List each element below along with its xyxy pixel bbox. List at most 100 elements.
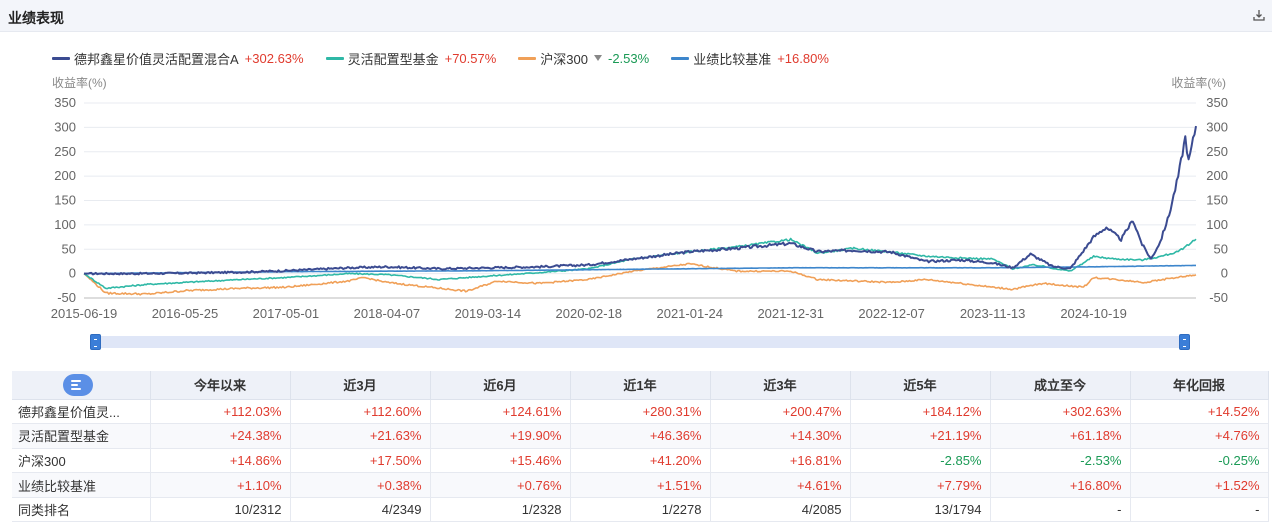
legend-swatch [671, 56, 690, 60]
column-header[interactable]: 今年以来 [150, 371, 291, 400]
dropdown-caret-icon[interactable] [594, 55, 602, 61]
table-cell: +4.61% [710, 472, 851, 498]
section-header: 业绩表现 [0, 0, 1272, 32]
date-range-slider[interactable] [90, 334, 1190, 350]
table-cell: +1.51% [570, 472, 711, 498]
legend-name: 业绩比较基准 [693, 51, 772, 67]
x-tick-label: 2019-03-14 [455, 306, 522, 321]
slider-handle-start[interactable] [90, 334, 101, 350]
y-tick-label-right: 150 [1206, 193, 1228, 208]
y-tick-label-left: 250 [54, 144, 76, 159]
table-row: 沪深300 +14.86% +17.50% +15.46% +41.20% +16.81%… [12, 448, 1269, 474]
legend-value: +302.63% [244, 50, 304, 66]
table-cell: +112.60% [290, 399, 431, 425]
table-cell: -0.25% [1130, 448, 1269, 474]
legend-swatch [52, 56, 70, 60]
table-cell: +41.20% [570, 448, 711, 474]
table-cell: +124.61% [430, 399, 571, 425]
table-cell: -2.53% [990, 448, 1131, 474]
section-title: 业绩表现 [8, 10, 64, 26]
y-tick-label-right: 50 [1214, 241, 1228, 256]
legend-value: -2.53% [608, 50, 650, 66]
table-cell: +0.76% [430, 472, 571, 498]
table-cell: 1/2328 [430, 497, 571, 523]
legend-item[interactable]: 灵活配置型基金 +70.57% [325, 49, 497, 68]
table-cell: +302.63% [990, 399, 1131, 425]
series-line [83, 237, 1197, 290]
y-tick-label-left: 0 [69, 266, 76, 281]
table-cell: +1.52% [1130, 472, 1269, 498]
y-axis-label-left: 收益率(%) [52, 76, 107, 90]
table-cell: +15.46% [430, 448, 571, 474]
table-row: 德邦鑫星价值灵... +112.03% +112.60% +124.61% +280.3… [12, 399, 1269, 425]
x-tick-label: 2018-04-07 [354, 306, 421, 321]
table-cell: +184.12% [850, 399, 991, 425]
legend-item[interactable]: 沪深300 -2.53% [518, 49, 649, 68]
table-cell: +14.52% [1130, 399, 1269, 425]
y-tick-label-right: 0 [1221, 266, 1228, 281]
table-menu-header[interactable] [12, 371, 151, 400]
x-tick-label: 2022-12-07 [858, 306, 925, 321]
column-header[interactable]: 近5年 [850, 371, 991, 400]
column-header[interactable]: 成立至今 [990, 371, 1131, 400]
column-header[interactable]: 年化回报 [1130, 371, 1269, 400]
download-icon[interactable] [1252, 8, 1266, 22]
table-cell: +7.79% [850, 472, 991, 498]
table-cell: 4/2085 [710, 497, 851, 523]
menu-icon[interactable] [62, 373, 93, 396]
y-tick-label-left: -50 [57, 290, 76, 305]
table-cell: +200.47% [710, 399, 851, 425]
performance-line-chart: 350 350 300 300 250 250 200 200 150 150 100 100 50 50… [51, 95, 1228, 321]
table-cell: +19.90% [430, 423, 571, 449]
y-tick-label-left: 350 [54, 95, 76, 110]
row-name: 灵活配置型基金 [12, 423, 151, 449]
table-cell: +280.31% [570, 399, 711, 425]
x-tick-label: 2024-10-19 [1060, 306, 1127, 321]
table-cell: 13/1794 [850, 497, 991, 523]
y-axis-label-right: 收益率(%) [1171, 76, 1226, 90]
table-cell: +46.36% [570, 423, 711, 449]
slider-handle-end[interactable] [1179, 334, 1190, 350]
column-header[interactable]: 近6月 [430, 371, 571, 400]
table-row: 同类排名 10/2312 4/2349 1/2328 1/2278 4/2085 13/17… [12, 497, 1269, 523]
column-header[interactable]: 近1年 [570, 371, 711, 400]
table-cell: -2.85% [850, 448, 991, 474]
table-cell: +61.18% [990, 423, 1131, 449]
legend-value: +16.80% [777, 50, 829, 66]
row-name: 沪深300 [12, 448, 151, 474]
table-cell: +16.81% [710, 448, 851, 474]
x-tick-label: 2016-05-25 [152, 306, 219, 321]
y-tick-label-right: 300 [1206, 119, 1228, 134]
x-tick-label: 2021-01-24 [656, 306, 723, 321]
column-header[interactable]: 近3年 [710, 371, 851, 400]
y-tick-label-right: 100 [1206, 217, 1228, 232]
table-cell: +14.30% [710, 423, 851, 449]
table-cell: +21.63% [290, 423, 431, 449]
x-tick-label: 2017-05-01 [253, 306, 320, 321]
table-cell: +112.03% [150, 399, 291, 425]
table-cell: +21.19% [850, 423, 991, 449]
legend-swatch [518, 56, 537, 60]
y-tick-label-right: 200 [1206, 168, 1228, 183]
performance-table: 今年以来 近3月 近6月 近1年 近3年 近5年 成立至今 年化回报 德邦鑫星价值灵... +1… [12, 371, 1269, 523]
table-cell: +4.76% [1130, 423, 1269, 449]
table-cell: +17.50% [290, 448, 431, 474]
series-line [84, 125, 1197, 276]
legend-item[interactable]: 德邦鑫星价值灵活配置混合A +302.63% [52, 49, 304, 68]
legend-value: +70.57% [444, 50, 497, 66]
table-row: 业绩比较基准 +1.10% +0.38% +0.76% +1.51% +4.61% +7.7… [12, 472, 1269, 498]
y-tick-label-left: 100 [54, 217, 76, 232]
y-tick-label-left: 300 [54, 119, 76, 134]
x-tick-label: 2020-02-18 [556, 306, 623, 321]
column-header[interactable]: 近3月 [290, 371, 431, 400]
legend-item[interactable]: 业绩比较基准 +16.80% [671, 49, 829, 68]
legend-name: 灵活配置型基金 [347, 51, 439, 67]
slider-track[interactable] [96, 336, 1184, 348]
y-tick-label-left: 200 [54, 168, 76, 183]
y-tick-label-right: 250 [1206, 144, 1228, 159]
y-tick-label-left: 50 [62, 241, 76, 256]
table-cell: - [1130, 497, 1269, 523]
table-cell: - [990, 497, 1131, 523]
table-cell: +0.38% [290, 472, 431, 498]
table-cell: 4/2349 [290, 497, 431, 523]
